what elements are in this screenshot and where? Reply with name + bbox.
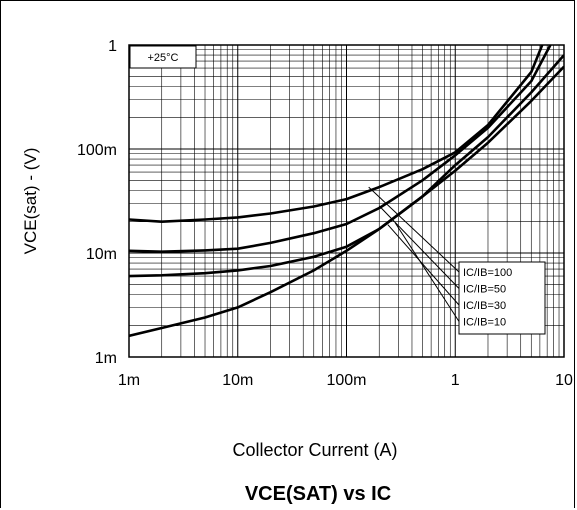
temperature-box bbox=[129, 45, 197, 69]
legend: IC/IB=100 IC/IB=50 IC/IB=30 IC/IB=10 bbox=[458, 261, 546, 335]
legend-entry-3: IC/IB=30 bbox=[463, 300, 506, 312]
legend-leader-1 bbox=[368, 186, 460, 273]
x-tick-label: 10 bbox=[555, 372, 573, 389]
y-tick-label: 10m bbox=[86, 246, 117, 263]
chart-title: VCE(SAT) vs IC bbox=[245, 483, 391, 505]
legend-leader-4 bbox=[394, 222, 460, 322]
series-line-1 bbox=[129, 45, 544, 223]
x-tick-label: 10m bbox=[222, 372, 253, 389]
y-axis-label: VCE(sat) - (V) bbox=[21, 148, 40, 255]
y-tick-label: 100m bbox=[77, 142, 117, 159]
series-lines bbox=[129, 45, 564, 338]
plot-border bbox=[128, 44, 565, 358]
y-tick-label: 1 bbox=[108, 38, 117, 55]
legend-leader-2 bbox=[378, 205, 460, 289]
temperature-label: +25°C bbox=[147, 52, 178, 64]
series-line-2 bbox=[129, 45, 552, 253]
x-tick-label: 100m bbox=[326, 372, 366, 389]
legend-entry-4: IC/IB=10 bbox=[463, 317, 506, 329]
legend-leader-3 bbox=[387, 224, 460, 306]
y-tick-labels: 1m 10m 100m 1 bbox=[77, 38, 117, 367]
y-tick-label: 1m bbox=[95, 350, 117, 367]
legend-entry-1: IC/IB=100 bbox=[463, 267, 512, 279]
x-tick-label: 1m bbox=[118, 372, 140, 389]
legend-leaders bbox=[368, 186, 460, 322]
x-axis-label: Collector Current (A) bbox=[232, 440, 397, 460]
legend-box bbox=[458, 261, 546, 335]
series-line-4 bbox=[129, 65, 564, 338]
temperature-annotation: +25°C bbox=[129, 45, 197, 69]
series-line-3 bbox=[129, 54, 564, 278]
x-tick-label: 1 bbox=[451, 372, 460, 389]
x-tick-labels: 1m 10m 100m 1 10 bbox=[118, 372, 573, 389]
legend-entry-2: IC/IB=50 bbox=[463, 284, 506, 296]
